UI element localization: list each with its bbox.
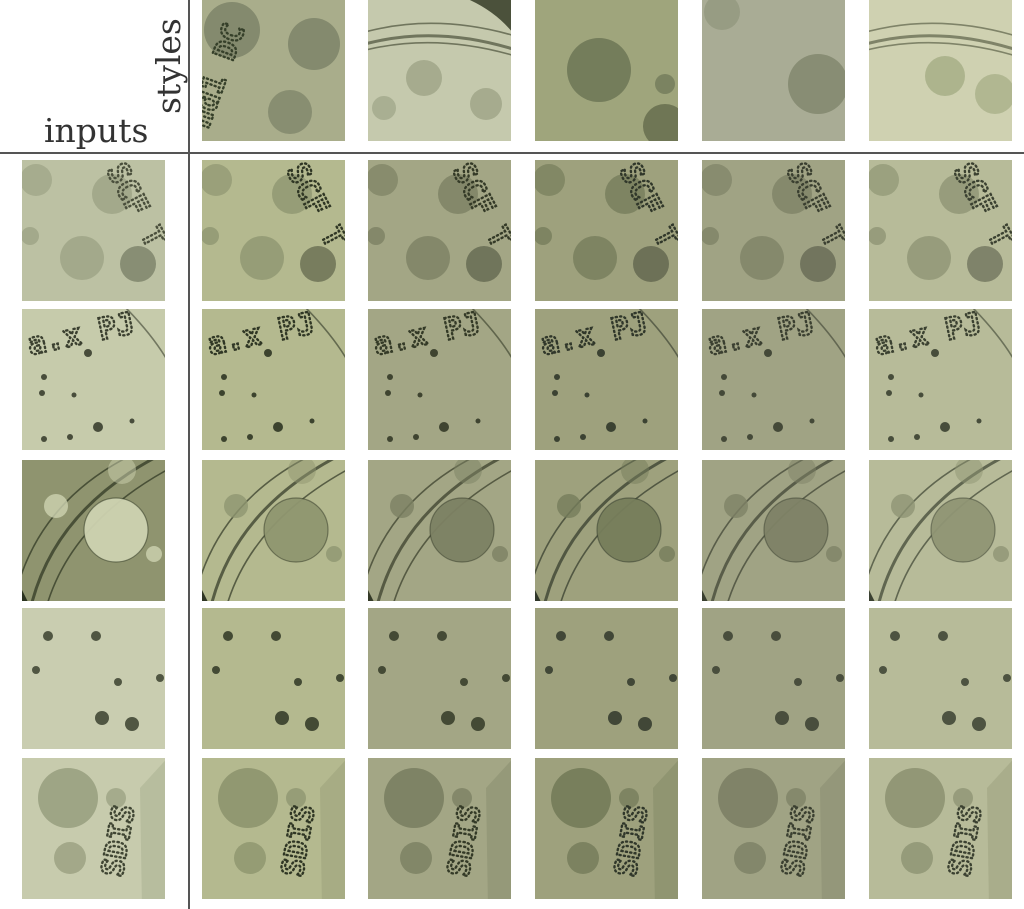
style-image-5: [869, 0, 1012, 141]
plate-edge-colony-icon: [702, 460, 845, 601]
plate-edge-colony-icon: [368, 460, 511, 601]
result-image-r5-c2: SDIS: [368, 758, 511, 899]
large-colony-text-icon: SDIS: [702, 758, 845, 899]
petri-rim-icon: [368, 0, 511, 141]
plate-edge-colony-icon: [535, 460, 678, 601]
lettering-dots-icon: a.x PJ: [869, 309, 1012, 450]
result-image-r4-c4: [702, 608, 845, 749]
dark-dots-icon: [702, 608, 845, 749]
result-image-r1-c1: SCF T: [202, 160, 345, 301]
horizontal-divider: [0, 152, 1024, 154]
result-image-r2-c3: a.x PJ: [535, 309, 678, 450]
result-image-r1-c5: SCF T: [869, 160, 1012, 301]
plate-edge-colony-icon: [202, 460, 345, 601]
result-image-r3-c5: [869, 460, 1012, 601]
large-colony-text-icon: SDIS: [535, 758, 678, 899]
colony-pale-icon: [702, 0, 845, 141]
input-image-4: [22, 608, 165, 749]
inputs-axis-label: inputs: [44, 111, 149, 150]
result-image-r2-c1: a.x PJ: [202, 309, 345, 450]
result-image-r4-c2: [368, 608, 511, 749]
petri-rim-colonies-icon: [869, 0, 1012, 141]
text-colonies-icon: SCF T: [22, 160, 165, 301]
input-image-5: SDIS: [22, 758, 165, 899]
result-image-r3-c2: [368, 460, 511, 601]
style-image-2: [368, 0, 511, 141]
result-image-r5-c3: SDIS: [535, 758, 678, 899]
result-image-r2-c5: a.x PJ: [869, 309, 1012, 450]
petri-text-colonies-icon: nd1 DC: [202, 0, 345, 141]
result-image-r2-c4: a.x PJ: [702, 309, 845, 450]
result-image-r4-c5: [869, 608, 1012, 749]
result-image-r3-c1: [202, 460, 345, 601]
style-image-3: [535, 0, 678, 141]
lettering-dots-icon: a.x PJ: [535, 309, 678, 450]
result-image-r5-c1: SDIS: [202, 758, 345, 899]
text-colonies-icon: SCF T: [202, 160, 345, 301]
vertical-divider: [188, 0, 190, 909]
result-image-r1-c2: SCF T: [368, 160, 511, 301]
single-colony-icon: [535, 0, 678, 141]
result-image-r3-c4: [702, 460, 845, 601]
lettering-dots-icon: a.x PJ: [202, 309, 345, 450]
large-colony-text-icon: SDIS: [202, 758, 345, 899]
result-image-r1-c3: SCF T: [535, 160, 678, 301]
plate-edge-colony-icon: [22, 460, 165, 601]
input-image-2: a.x PJ: [22, 309, 165, 450]
large-colony-text-icon: SDIS: [869, 758, 1012, 899]
text-colonies-icon: SCF T: [869, 160, 1012, 301]
dark-dots-icon: [368, 608, 511, 749]
style-image-1: nd1 DC: [202, 0, 345, 141]
plate-edge-colony-icon: [869, 460, 1012, 601]
result-image-r5-c4: SDIS: [702, 758, 845, 899]
dark-dots-icon: [535, 608, 678, 749]
dark-dots-icon: [869, 608, 1012, 749]
result-image-r4-c1: [202, 608, 345, 749]
style-image-4: [702, 0, 845, 141]
dark-dots-icon: [202, 608, 345, 749]
input-image-1: SCF T: [22, 160, 165, 301]
text-colonies-icon: SCF T: [702, 160, 845, 301]
large-colony-text-icon: SDIS: [368, 758, 511, 899]
result-image-r3-c3: [535, 460, 678, 601]
result-image-r4-c3: [535, 608, 678, 749]
result-image-r1-c4: SCF T: [702, 160, 845, 301]
result-image-r2-c2: a.x PJ: [368, 309, 511, 450]
input-image-3: [22, 460, 165, 601]
lettering-dots-icon: a.x PJ: [22, 309, 165, 450]
large-colony-text-icon: SDIS: [22, 758, 165, 899]
lettering-dots-icon: a.x PJ: [702, 309, 845, 450]
styles-axis-label: styles: [149, 18, 188, 114]
result-image-r5-c5: SDIS: [869, 758, 1012, 899]
lettering-dots-icon: a.x PJ: [368, 309, 511, 450]
text-colonies-icon: SCF T: [535, 160, 678, 301]
dark-dots-icon: [22, 608, 165, 749]
text-colonies-icon: SCF T: [368, 160, 511, 301]
